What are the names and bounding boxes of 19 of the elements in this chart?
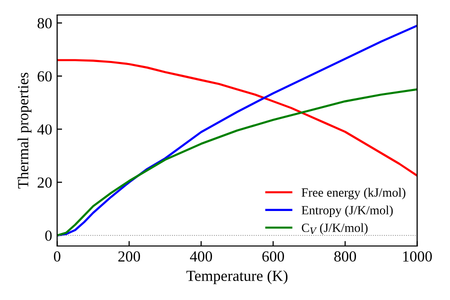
legend-label: Entropy (J/K/mol): [302, 206, 393, 217]
x-tick-label: 0: [54, 251, 60, 262]
x-tick-label: 1000: [403, 251, 432, 262]
x-tick-label: 200: [118, 251, 140, 262]
x-tick-label: 600: [262, 251, 284, 262]
line-series: [57, 24, 418, 236]
line-series: [57, 88, 418, 236]
x-axis-title: Temperature (K): [186, 270, 288, 284]
legend-label: Free energy (kJ/mol): [302, 188, 406, 200]
x-tick-label: 800: [334, 251, 356, 262]
y-tick-label: 40: [37, 124, 52, 135]
y-tick-label: 0: [45, 230, 52, 241]
y-tick-label: 20: [38, 177, 52, 188]
x-tick-label: 400: [190, 251, 212, 262]
legend-label: C$_{V}$ (J/K/mol): [302, 223, 368, 235]
y-tick-label: 60: [38, 71, 52, 82]
line-series: [57, 59, 418, 177]
y-tick-label: 80: [38, 18, 52, 28]
y-axis-title: Thermal properties: [18, 72, 32, 189]
